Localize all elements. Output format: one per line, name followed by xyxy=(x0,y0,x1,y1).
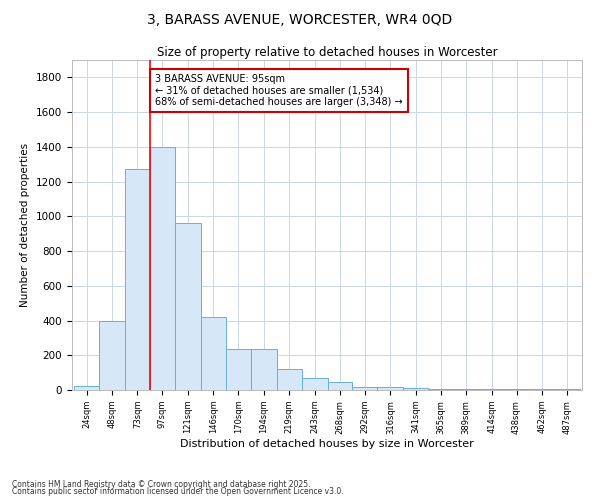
Text: Contains HM Land Registry data © Crown copyright and database right 2025.: Contains HM Land Registry data © Crown c… xyxy=(12,480,311,489)
Text: 3 BARASS AVENUE: 95sqm
← 31% of detached houses are smaller (1,534)
68% of semi-: 3 BARASS AVENUE: 95sqm ← 31% of detached… xyxy=(155,74,403,107)
Bar xyxy=(328,382,352,390)
Bar xyxy=(377,388,403,390)
Bar xyxy=(479,389,504,390)
X-axis label: Distribution of detached houses by size in Worcester: Distribution of detached houses by size … xyxy=(180,439,474,449)
Bar xyxy=(352,386,377,390)
Bar xyxy=(74,386,99,390)
Bar xyxy=(428,388,453,390)
Title: Size of property relative to detached houses in Worcester: Size of property relative to detached ho… xyxy=(157,46,497,59)
Bar xyxy=(125,170,150,390)
Bar xyxy=(226,349,251,390)
Bar xyxy=(403,388,428,390)
Bar xyxy=(302,378,328,390)
Y-axis label: Number of detached properties: Number of detached properties xyxy=(20,143,31,307)
Bar xyxy=(251,349,277,390)
Text: Contains public sector information licensed under the Open Government Licence v3: Contains public sector information licen… xyxy=(12,488,344,496)
Bar xyxy=(99,320,125,390)
Text: 3, BARASS AVENUE, WORCESTER, WR4 0QD: 3, BARASS AVENUE, WORCESTER, WR4 0QD xyxy=(148,12,452,26)
Bar xyxy=(175,224,201,390)
Bar xyxy=(201,317,226,390)
Bar xyxy=(150,147,175,390)
Bar xyxy=(504,389,529,390)
Bar xyxy=(453,389,479,390)
Bar xyxy=(277,369,302,390)
